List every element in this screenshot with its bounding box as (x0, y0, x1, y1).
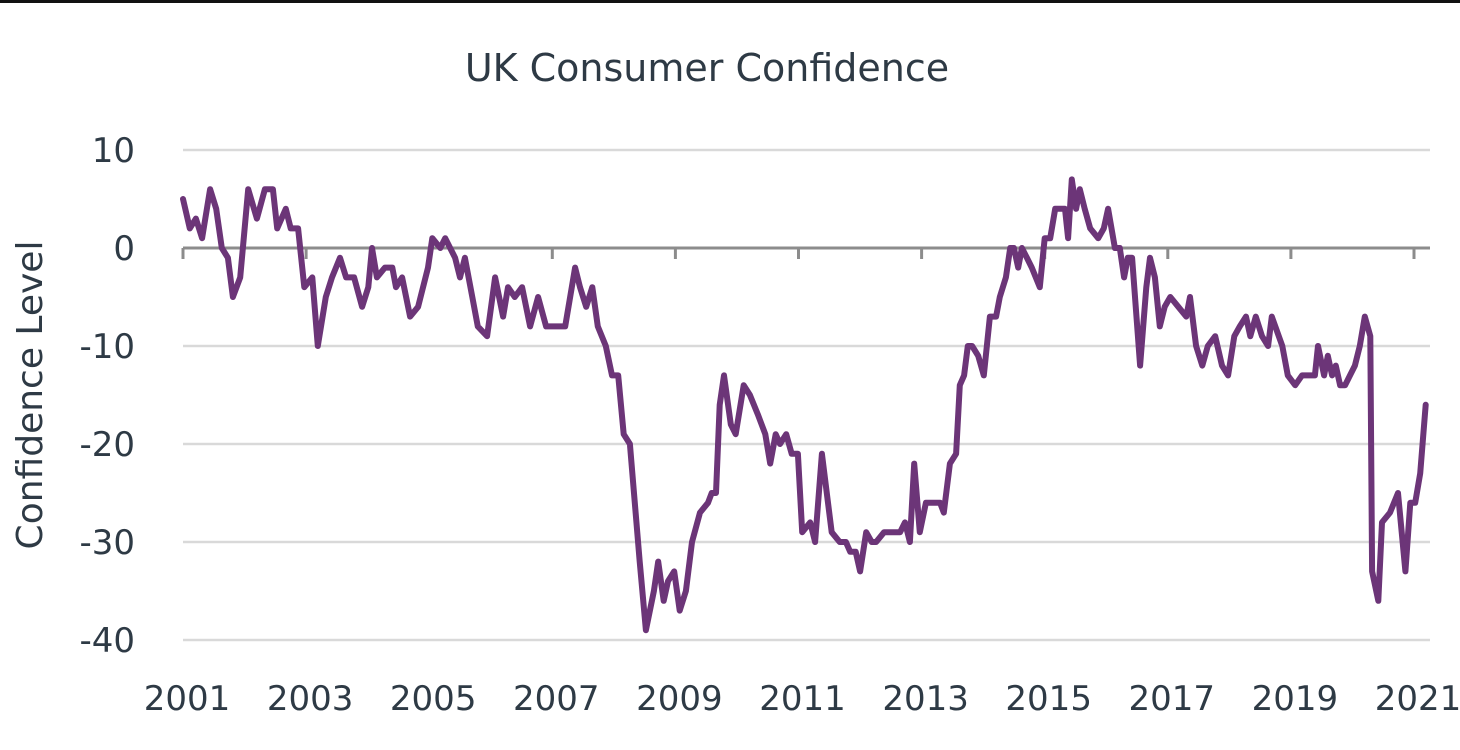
y-tick-label: -10 (79, 327, 135, 367)
x-tick-label: 2019 (1252, 679, 1339, 719)
y-tick-label: 0 (113, 229, 135, 269)
x-tick-label: 2017 (1129, 679, 1216, 719)
x-tick-label: 2011 (759, 679, 846, 719)
y-axis-title: Confidence Level (10, 241, 51, 550)
top-border (0, 0, 1460, 3)
y-tick-label: 10 (92, 131, 135, 171)
chart-title: UK Consumer Confidence (465, 46, 949, 90)
y-tick-label: -40 (79, 621, 135, 661)
x-tick-label: 2021 (1375, 679, 1460, 719)
x-tick-label: 2005 (390, 679, 477, 719)
x-tick-label: 2013 (882, 679, 969, 719)
y-tick-label: -20 (79, 425, 135, 465)
series-line (180, 176, 1429, 634)
y-tick-label: -30 (79, 523, 135, 563)
x-tick-label: 2009 (636, 679, 723, 719)
x-tick-label: 2001 (144, 679, 231, 719)
x-tick-label: 2007 (513, 679, 600, 719)
x-tick-label: 2015 (1005, 679, 1092, 719)
x-tick-label: 2003 (267, 679, 354, 719)
